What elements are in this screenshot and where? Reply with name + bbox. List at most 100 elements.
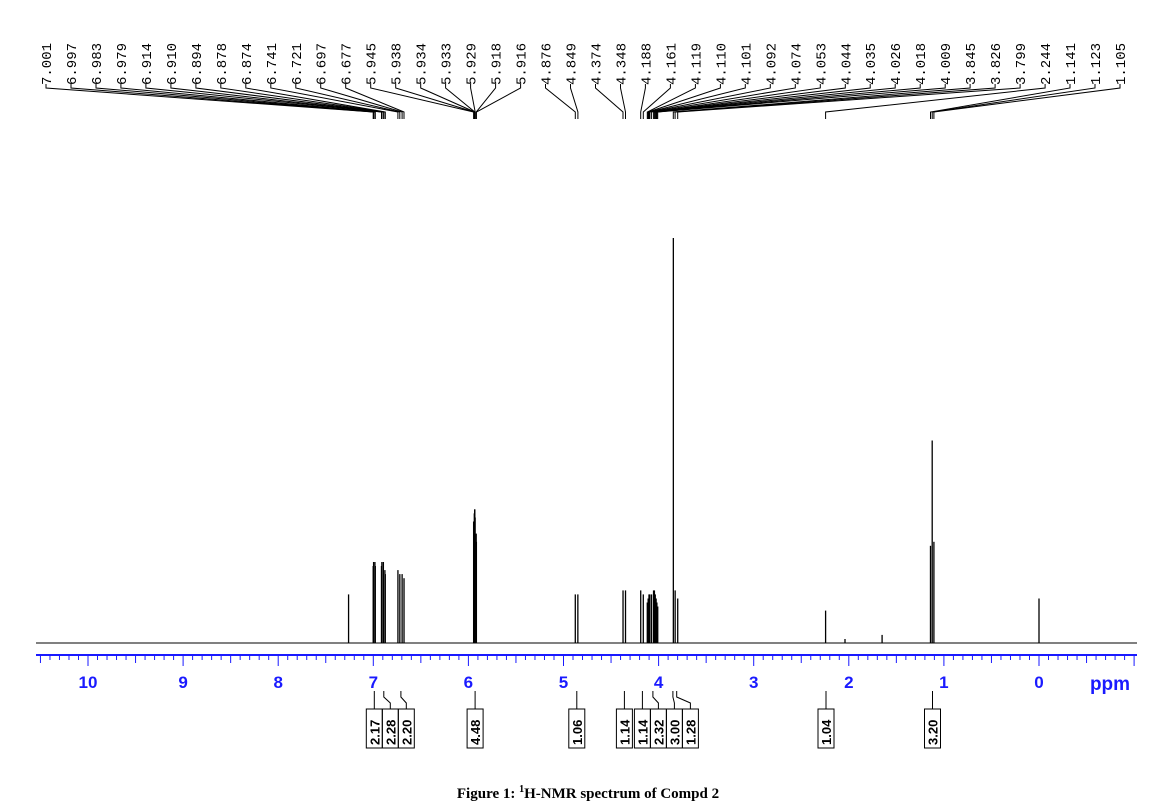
peak-label-connector: [933, 84, 1121, 119]
peak-label-connector: [657, 84, 946, 119]
figure-caption: Figure 1: 1H-NMR spectrum of Compd 2: [0, 784, 1176, 803]
integral-box: [615, 708, 633, 749]
peak-label: 3.826: [989, 43, 1005, 85]
peak-label-connector: [655, 84, 896, 119]
peak-label-connector: [649, 84, 771, 119]
axis-tick-label: 8: [273, 673, 282, 692]
caption-superscript: 1: [519, 784, 525, 795]
axis-tick-label: 4: [654, 673, 664, 692]
peak-label: 6.979: [115, 43, 131, 85]
peak-label-connector: [647, 84, 721, 119]
integral-value: 2.32: [651, 720, 666, 745]
axis-tick-label: 2: [844, 673, 853, 692]
peak-label: 5.918: [490, 43, 506, 85]
peak-label: 4.035: [864, 43, 880, 85]
peak-label-connector: [674, 84, 996, 119]
peak-label-connector: [642, 84, 671, 119]
peak-label-connector: [656, 84, 921, 119]
peak-label-connector: [195, 84, 384, 119]
axis-tick-label: 5: [559, 673, 568, 692]
peak-label: 4.053: [814, 43, 830, 85]
peak-label: 6.997: [65, 43, 81, 85]
peak-label: 6.677: [340, 43, 356, 85]
integral-connector: [672, 691, 675, 709]
peak-label: 4.849: [565, 43, 581, 85]
peak-label: 5.934: [415, 43, 431, 85]
integral-connector: [676, 691, 691, 709]
peak-label: 4.161: [664, 43, 680, 85]
peak-label-connector: [545, 84, 576, 119]
peak-label: 7.001: [40, 43, 56, 85]
peak-label: 1.123: [1089, 43, 1105, 85]
nmr-spectrum-chart: 7.001 6.997 6.983 6.979 6.914 6.910 6.894 6.878…: [36, 43, 1137, 749]
peak-label-connector: [646, 84, 696, 119]
integral-value: 1.06: [570, 720, 585, 745]
peak-label-connector: [595, 84, 624, 119]
peak-label-connector: [570, 84, 579, 119]
axis-tick-label: 10: [79, 673, 98, 692]
integral-group: 2.17 2.28 2.20 4.48 1.06 1.14 1.14 2.32 3.00 1.28…: [365, 691, 941, 749]
integral-value: 4.48: [468, 720, 483, 745]
integral-box: [568, 708, 586, 749]
integral-box: [397, 708, 415, 749]
peak-label: 6.874: [240, 43, 256, 85]
peak-label-connector: [930, 84, 1071, 119]
peak-label: 4.876: [540, 43, 556, 85]
peak-label: 1.105: [1114, 43, 1130, 85]
peak-label: 6.910: [165, 43, 181, 85]
peak-label: 3.845: [964, 43, 980, 85]
peak-label-connector: [270, 84, 399, 119]
peak-label-connector: [370, 84, 475, 119]
peak-label: 4.348: [615, 43, 631, 85]
peak-label: 1.141: [1064, 43, 1080, 85]
peak-label: 5.929: [465, 43, 481, 85]
peak-label: 2.244: [1039, 43, 1055, 85]
peak-label-connector: [640, 84, 646, 119]
peak-label-connector: [245, 84, 386, 119]
peak-label: 6.741: [265, 43, 281, 85]
peak-label: 6.721: [290, 43, 306, 85]
peak-label: 4.009: [939, 43, 955, 85]
peak-label-connector: [620, 84, 626, 119]
integral-box: [681, 708, 699, 749]
integral-connector: [400, 691, 407, 709]
peak-label: 4.374: [590, 43, 606, 85]
peak-label-connector: [931, 84, 1096, 119]
peak-label-group: 7.001 6.997 6.983 6.979 6.914 6.910 6.894 6.878…: [40, 43, 1130, 119]
peak-label-connector: [672, 84, 971, 119]
axis-tick-label: 6: [464, 673, 473, 692]
peak-label: 5.933: [440, 43, 456, 85]
axis-tick-label: 9: [178, 673, 187, 692]
peak-label-connector: [475, 84, 522, 119]
peak-label: 4.092: [764, 43, 780, 85]
peak-label: 6.914: [140, 43, 156, 85]
peak-label-connector: [70, 84, 375, 119]
integral-value: 1.14: [635, 719, 650, 745]
integral-value: 1.04: [819, 719, 834, 745]
integral-box: [466, 708, 484, 749]
peak-label-connector: [120, 84, 376, 119]
peak-label-connector: [825, 84, 1046, 119]
peak-label-connector: [677, 84, 1021, 119]
peak-label: 4.119: [689, 43, 705, 85]
peak-label: 6.983: [90, 43, 106, 85]
peak-label: 4.188: [639, 43, 655, 85]
peak-label: 5.938: [390, 43, 406, 85]
integral-value: 3.20: [926, 720, 941, 745]
axis-tick-label: 7: [369, 673, 378, 692]
peak-label: 5.916: [515, 43, 531, 85]
integral-value: 2.17: [367, 720, 382, 745]
peak-label: 4.044: [839, 43, 855, 85]
integral-value: 1.28: [683, 720, 698, 745]
axis-tick-label: 0: [1034, 673, 1043, 692]
integral-value: 2.20: [399, 720, 414, 745]
integral-connector: [652, 691, 659, 709]
peak-label: 4.101: [739, 43, 755, 85]
integral-box: [924, 708, 941, 749]
peak-label-connector: [651, 84, 796, 119]
peak-label-connector: [648, 84, 746, 119]
peak-label-connector: [345, 84, 405, 119]
peak-label-connector: [653, 84, 846, 119]
axis-tick-label: 3: [749, 673, 758, 692]
peak-label-connector: [470, 84, 476, 119]
